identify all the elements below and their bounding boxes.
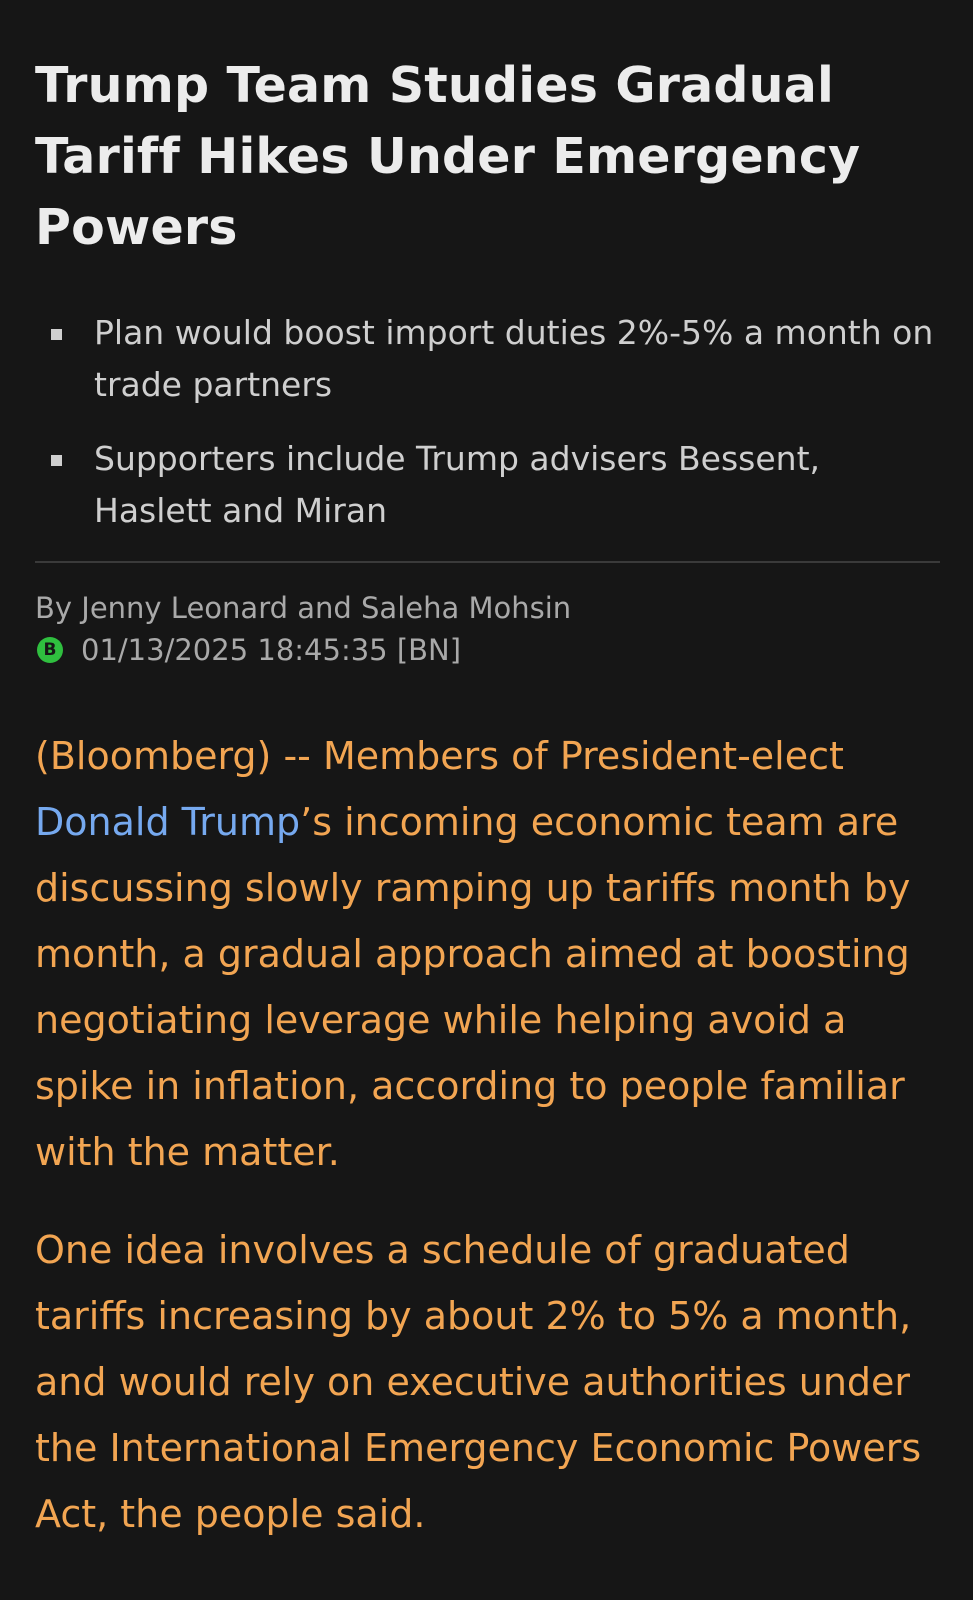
body-paragraph: One idea involves a schedule of graduate… [35, 1228, 922, 1536]
paragraph-rest: ’s incoming economic team are discussing… [35, 800, 911, 1174]
divider [35, 561, 940, 563]
summary-bullet-text: Supporters include Trump advisers Bessen… [94, 439, 821, 530]
summary-bullet-text: Plan would boost import duties 2%-5% a m… [94, 313, 934, 404]
square-bullet-icon [51, 455, 62, 466]
news-article: Trump Team Studies Gradual Tariff Hikes … [35, 0, 940, 1579]
body-paragraph: (Bloomberg) -- Members of President-elec… [35, 723, 940, 1185]
timestamp-row: B 01/13/2025 18:45:35 [BN] [35, 629, 940, 671]
summary-bullet: Plan would boost import duties 2%-5% a m… [35, 307, 940, 411]
paragraph-lead: (Bloomberg) -- Members of President-elec… [35, 734, 844, 778]
person-link-donald-trump[interactable]: Donald Trump [35, 800, 301, 844]
summary-bullet: Supporters include Trump advisers Bessen… [35, 433, 940, 537]
article-body: (Bloomberg) -- Members of President-elec… [35, 723, 940, 1547]
square-bullet-icon [51, 329, 62, 340]
article-headline: Trump Team Studies Gradual Tariff Hikes … [35, 57, 861, 256]
bloomberg-source-icon: B [37, 637, 63, 663]
timestamp: 01/13/2025 18:45:35 [BN] [81, 633, 462, 667]
summary-bullets: Plan would boost import duties 2%-5% a m… [35, 307, 940, 537]
byline: By Jenny Leonard and Saleha Mohsin [35, 591, 572, 625]
